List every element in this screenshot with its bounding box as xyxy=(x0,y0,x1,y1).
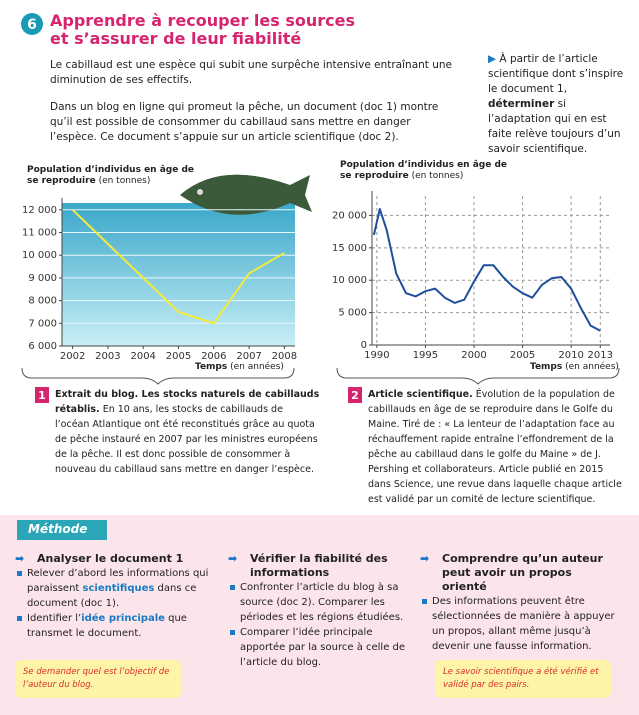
col-heading: Analyser le document 1 xyxy=(15,552,210,566)
title-line: et s’assurer de leur fiabilité xyxy=(50,29,302,48)
x-tick-label: 2007 xyxy=(236,351,261,362)
brace xyxy=(21,367,295,385)
y-tick-label: 20 000 xyxy=(332,210,367,221)
methode-col: Analyser le document 1 Relever d’abord l… xyxy=(15,552,210,641)
doc-badge xyxy=(348,387,362,403)
title: Apprendre à recouper les sources et s’ass… xyxy=(50,12,355,48)
x-unit: (en années) xyxy=(565,362,619,372)
x-label-text: Temps xyxy=(530,362,563,372)
x-tick-label: 2004 xyxy=(130,351,155,362)
y-tick-label: 9 000 xyxy=(28,273,57,284)
y-label: Population d’individus en âge de se repr… xyxy=(27,165,197,187)
bullet: Relever d’abord les informations qui par… xyxy=(17,566,210,611)
methode-col: Comprendre qu’un auteur peut avoir un pr… xyxy=(420,552,620,654)
bullets: Des informations peuvent être sélectionn… xyxy=(420,594,620,654)
exercise-number: 6 xyxy=(27,17,37,33)
x-tick-label: 2013 xyxy=(588,350,613,361)
task: ▶ À partir de l’article scientifique don… xyxy=(488,52,628,157)
t: dans ce document (doc 1). xyxy=(27,583,197,609)
x-tick-label: 2002 xyxy=(60,351,85,362)
x-tick-label: 2006 xyxy=(201,351,226,362)
y-unit: (en tonnes) xyxy=(98,176,151,186)
intro-p2: Dans un blog en ligne qui promeut la pêc… xyxy=(50,101,439,143)
y-tick-label: 6 000 xyxy=(28,341,57,352)
arrow: ▶ xyxy=(488,53,500,65)
x-tick-label: 1990 xyxy=(364,350,389,361)
y-tick-label: 10 000 xyxy=(22,250,57,261)
y-unit: (en tonnes) xyxy=(411,171,464,181)
x-tick-label: 2000 xyxy=(461,350,486,361)
intro-p1: Le cabillaud est une espèce qui subit un… xyxy=(50,59,453,86)
bullet: Comparer l’idée principale apportée par … xyxy=(230,625,408,670)
title-line: Apprendre à recouper les sources xyxy=(50,11,356,30)
bullets: Relever d’abord les informations qui par… xyxy=(15,566,210,641)
t: idée principale xyxy=(81,613,165,624)
bullet: Confronter l’article du blog à sa source… xyxy=(230,580,408,625)
caption-bold: Extrait du blog. Les stocks naturels de … xyxy=(55,389,320,415)
x-unit: (en années) xyxy=(230,362,284,372)
x-tick-label: 2003 xyxy=(95,351,120,362)
y-tick-label: 0 xyxy=(361,340,367,351)
doc-number: 2 xyxy=(351,389,359,402)
tip: Le savoir scientifique a été vérifié et … xyxy=(435,660,611,698)
doc-badge xyxy=(35,387,49,403)
x-tick-label: 2005 xyxy=(510,350,535,361)
t: Identifier l’ xyxy=(27,613,82,624)
x-tick-label: 1995 xyxy=(413,350,438,361)
y-tick-label: 5 000 xyxy=(338,308,367,319)
task-bold: déterminer xyxy=(488,98,555,110)
caption: Article scientifique. Évolution de la po… xyxy=(368,387,628,507)
data-line xyxy=(372,208,601,332)
doc-number: 1 xyxy=(38,389,46,402)
tip: Se demander quel est l’objectif de l’aut… xyxy=(15,660,181,698)
exercise-badge xyxy=(21,13,43,35)
x-tick-label: 2008 xyxy=(272,351,297,362)
caption-text: Évolution de la population de cabillauds… xyxy=(368,389,622,505)
caption: Extrait du blog. Les stocks naturels de … xyxy=(55,387,320,477)
bullet: Des informations peuvent être sélectionn… xyxy=(422,594,620,654)
y-tick-label: 11 000 xyxy=(22,228,57,239)
methode-tab xyxy=(17,520,107,540)
x-tick-label: 2005 xyxy=(166,351,191,362)
x-label: Temps (en années) xyxy=(195,362,284,372)
y-label: Population d’individus en âge de se repr… xyxy=(340,160,510,182)
task-text: À partir de l’article scientifique dont … xyxy=(488,53,624,95)
y-tick-label: 8 000 xyxy=(28,296,57,307)
y-tick-label: 15 000 xyxy=(332,243,367,254)
y-tick-label: 10 000 xyxy=(332,275,367,286)
task-text: si l’adaptation qui en est faite relève … xyxy=(488,98,621,155)
col-heading: Comprendre qu’un auteur peut avoir un pr… xyxy=(420,552,620,594)
fish-illustration xyxy=(180,174,312,215)
data-line xyxy=(71,209,285,325)
y-label-text: Population d’individus en âge de se repr… xyxy=(340,160,508,181)
bullet: Identifier l’idée principale que transme… xyxy=(17,611,210,641)
t: que transmet le document. xyxy=(27,613,187,639)
y-tick-label: 7 000 xyxy=(28,318,57,329)
y-label-text: Population d’individus en âge de se repr… xyxy=(27,165,195,186)
col-heading: Vérifier la fiabilité des informations xyxy=(228,552,408,580)
bullets: Confronter l’article du blog à sa source… xyxy=(228,580,408,670)
x-label: Temps (en années) xyxy=(530,362,619,372)
x-tick-label: 2010 xyxy=(558,350,583,361)
plot-bg xyxy=(62,203,295,346)
brace xyxy=(336,367,620,385)
caption-bold: Article scientifique. xyxy=(368,389,473,400)
methode-col: Vérifier la fiabilité des informations C… xyxy=(228,552,408,670)
t: Relever d’abord les informations qui par… xyxy=(27,568,209,594)
caption-text: En 10 ans, les stocks de cabillauds de l… xyxy=(55,404,318,475)
t: scientifiques xyxy=(82,583,155,594)
x-label-text: Temps xyxy=(195,362,228,372)
y-tick-label: 12 000 xyxy=(22,205,57,216)
methode-title: Méthode xyxy=(28,522,88,536)
